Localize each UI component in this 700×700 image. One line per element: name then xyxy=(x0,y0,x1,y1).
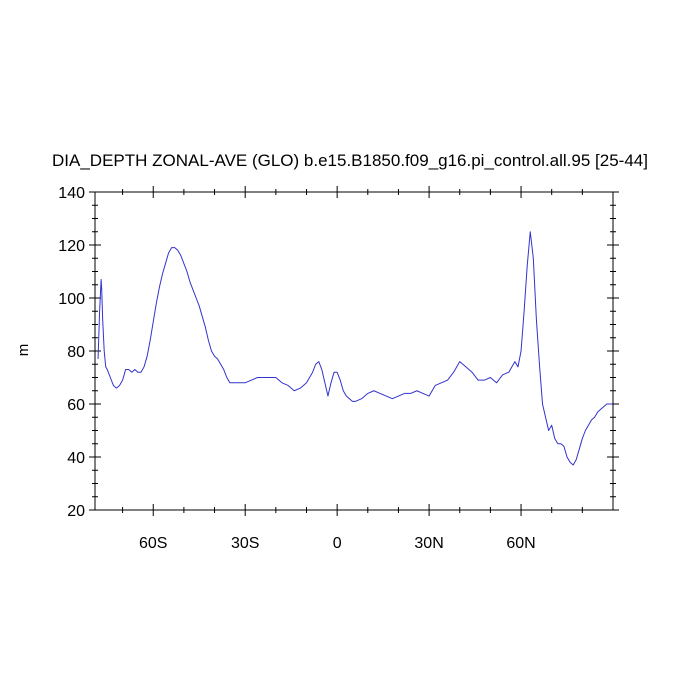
y-tick-label: 120 xyxy=(58,238,85,255)
y-tick-label: 60 xyxy=(67,397,85,414)
y-axis-label: m xyxy=(15,344,32,357)
series-line xyxy=(97,231,613,466)
x-tick-label: 30S xyxy=(231,535,259,552)
chart-title: DIA_DEPTH ZONAL-AVE (GLO) b.e15.B1850.f0… xyxy=(52,151,648,170)
x-tick-label: 60N xyxy=(506,535,535,552)
y-tick-label: 40 xyxy=(67,450,85,467)
y-tick-label: 20 xyxy=(67,503,85,520)
x-tick-label: 30N xyxy=(414,535,443,552)
y-tick-label: 80 xyxy=(67,344,85,361)
axis-ticks: 20 40 60 80 100 120 140 60S 30S 0 30N 60N xyxy=(58,185,619,552)
y-tick-label: 140 xyxy=(58,185,85,202)
y-tick-label: 100 xyxy=(58,291,85,308)
x-tick-label: 60S xyxy=(139,535,167,552)
plot-area xyxy=(97,231,613,466)
x-tick-label: 0 xyxy=(333,535,342,552)
plot-frame xyxy=(94,191,614,511)
